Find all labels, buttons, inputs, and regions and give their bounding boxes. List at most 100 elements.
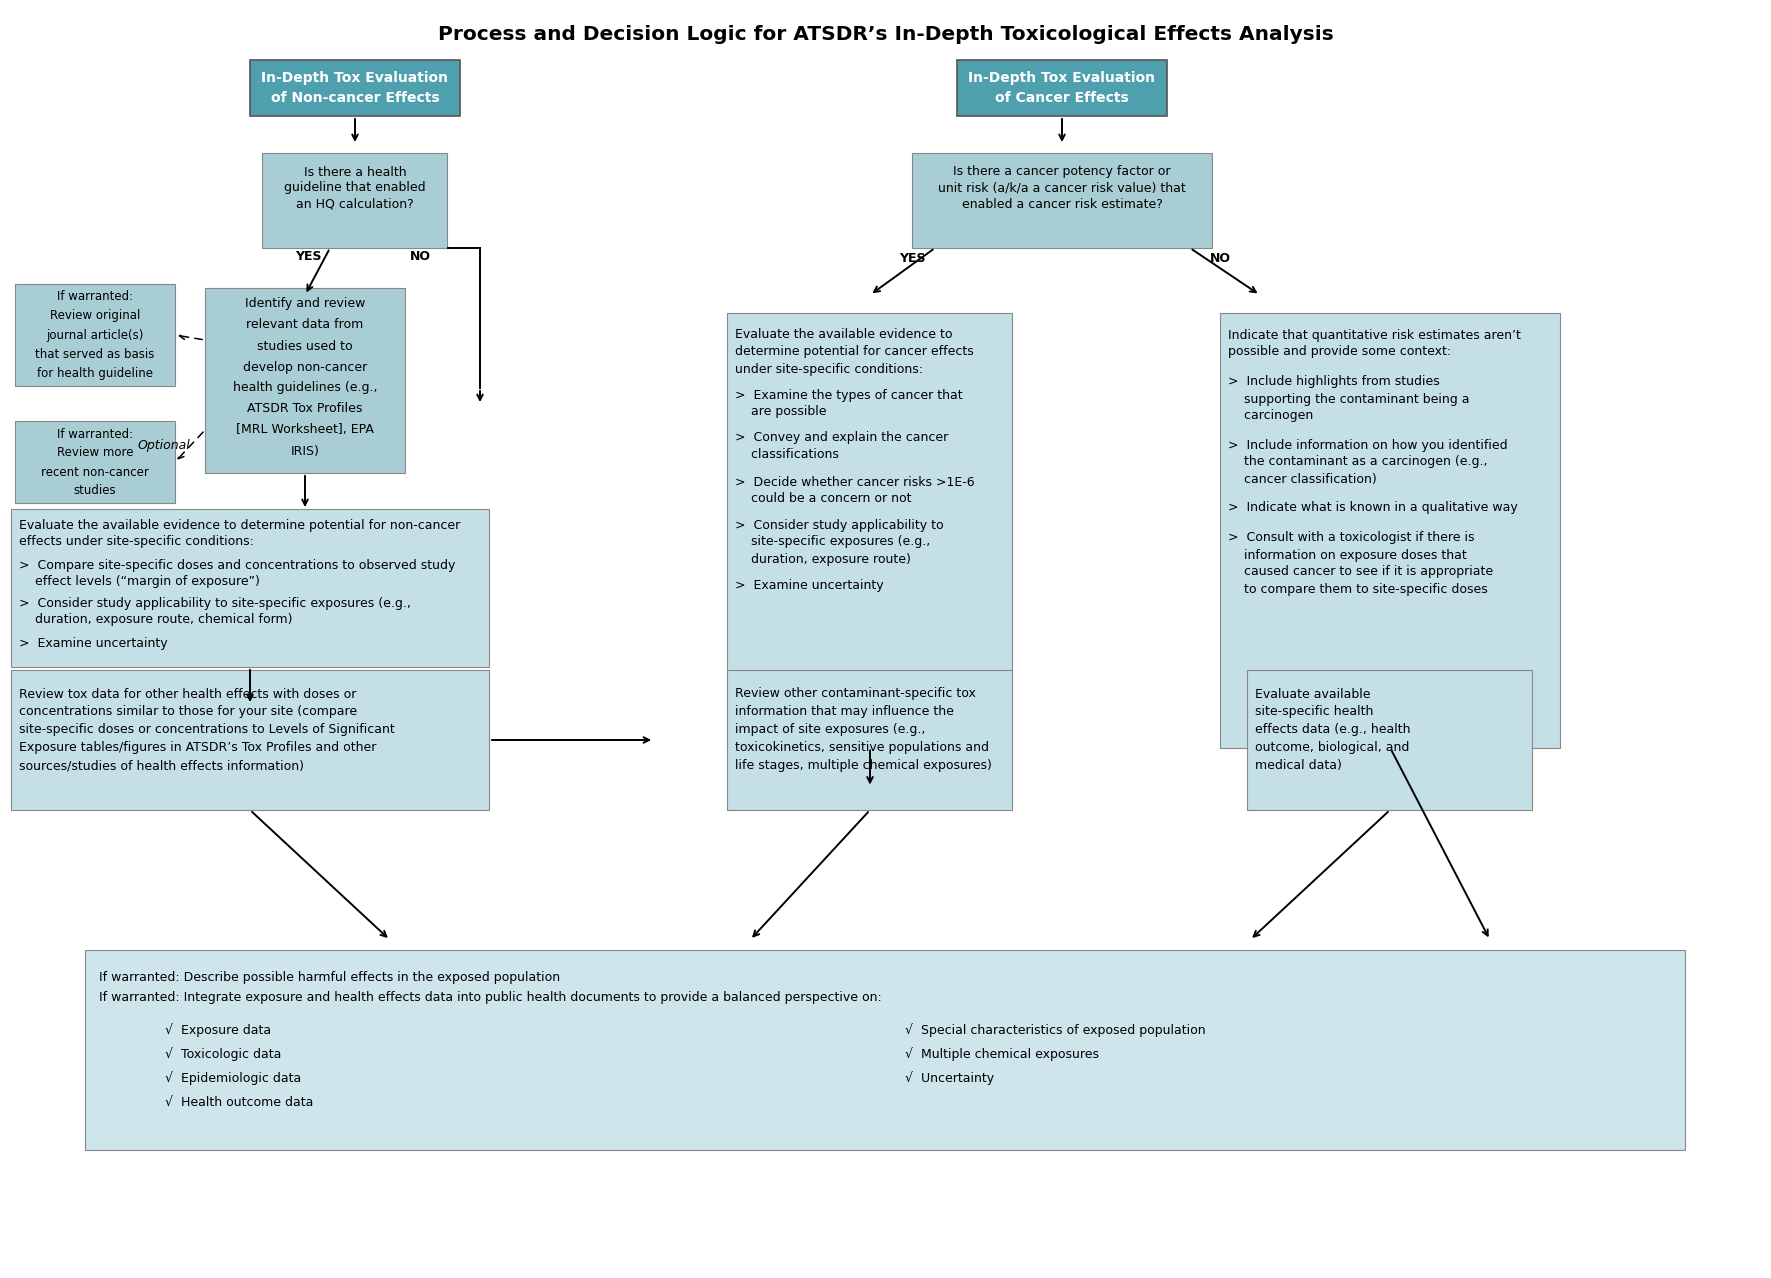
- Text: Identify and review: Identify and review: [244, 298, 365, 311]
- Text: Exposure tables/figures in ATSDR’s Tox Profiles and other: Exposure tables/figures in ATSDR’s Tox P…: [19, 741, 377, 754]
- Text: site-specific health: site-specific health: [1256, 705, 1374, 718]
- FancyBboxPatch shape: [1247, 670, 1532, 810]
- Text: information on exposure doses that: information on exposure doses that: [1227, 548, 1466, 561]
- Text: effects under site-specific conditions:: effects under site-specific conditions:: [19, 535, 253, 548]
- Text: >  Include highlights from studies: > Include highlights from studies: [1227, 376, 1440, 389]
- Text: are possible: are possible: [735, 405, 827, 418]
- FancyBboxPatch shape: [728, 670, 1013, 810]
- Text: cancer classification): cancer classification): [1227, 473, 1376, 486]
- Text: √  Uncertainty: √ Uncertainty: [905, 1071, 994, 1085]
- Text: health guidelines (e.g.,: health guidelines (e.g.,: [232, 382, 377, 395]
- FancyBboxPatch shape: [11, 670, 489, 810]
- Text: >  Examine the types of cancer that: > Examine the types of cancer that: [735, 389, 963, 401]
- FancyBboxPatch shape: [205, 288, 406, 473]
- Text: ATSDR Tox Profiles: ATSDR Tox Profiles: [248, 403, 363, 415]
- FancyBboxPatch shape: [956, 60, 1167, 116]
- Text: >  Decide whether cancer risks >1E-6: > Decide whether cancer risks >1E-6: [735, 475, 976, 488]
- Text: supporting the contaminant being a: supporting the contaminant being a: [1227, 392, 1470, 405]
- Text: site-specific doses or concentrations to Levels of Significant: site-specific doses or concentrations to…: [19, 723, 395, 736]
- Text: enabled a cancer risk estimate?: enabled a cancer risk estimate?: [962, 198, 1162, 211]
- Text: Process and Decision Logic for ATSDR’s In-Depth Toxicological Effects Analysis: Process and Decision Logic for ATSDR’s I…: [437, 26, 1334, 45]
- Text: studies used to: studies used to: [257, 340, 352, 353]
- FancyBboxPatch shape: [728, 313, 1013, 748]
- Text: unit risk (a/k/a a cancer risk value) that: unit risk (a/k/a a cancer risk value) th…: [939, 181, 1187, 194]
- Text: >  Indicate what is known in a qualitative way: > Indicate what is known in a qualitativ…: [1227, 501, 1518, 515]
- Text: √  Health outcome data: √ Health outcome data: [165, 1095, 313, 1108]
- FancyBboxPatch shape: [14, 420, 175, 504]
- Text: If warranted: Integrate exposure and health effects data into public health docu: If warranted: Integrate exposure and hea…: [99, 992, 882, 1005]
- FancyBboxPatch shape: [250, 60, 460, 116]
- Text: Indicate that quantitative risk estimates aren’t: Indicate that quantitative risk estimate…: [1227, 328, 1521, 341]
- Text: Review tox data for other health effects with doses or: Review tox data for other health effects…: [19, 688, 356, 700]
- Text: outcome, biological, and: outcome, biological, and: [1256, 741, 1410, 754]
- Text: [MRL Worksheet], EPA: [MRL Worksheet], EPA: [236, 423, 374, 437]
- Text: √  Epidemiologic data: √ Epidemiologic data: [165, 1071, 301, 1085]
- Text: effect levels (“margin of exposure”): effect levels (“margin of exposure”): [19, 575, 260, 588]
- FancyBboxPatch shape: [85, 950, 1684, 1150]
- Text: Evaluate available: Evaluate available: [1256, 688, 1371, 700]
- Text: toxicokinetics, sensitive populations and: toxicokinetics, sensitive populations an…: [735, 741, 990, 754]
- Text: Is there a cancer potency factor or: Is there a cancer potency factor or: [953, 165, 1171, 179]
- FancyBboxPatch shape: [14, 284, 175, 386]
- Text: √  Exposure data: √ Exposure data: [165, 1024, 271, 1036]
- Text: >  Compare site-specific doses and concentrations to observed study: > Compare site-specific doses and concen…: [19, 558, 455, 571]
- Text: impact of site exposures (e.g.,: impact of site exposures (e.g.,: [735, 723, 926, 736]
- Text: could be a concern or not: could be a concern or not: [735, 492, 912, 506]
- Text: Review original: Review original: [50, 309, 140, 322]
- Text: YES: YES: [898, 252, 924, 265]
- Text: to compare them to site-specific doses: to compare them to site-specific doses: [1227, 583, 1488, 596]
- Text: In-Depth Tox Evaluation: In-Depth Tox Evaluation: [969, 72, 1155, 86]
- Text: the contaminant as a carcinogen (e.g.,: the contaminant as a carcinogen (e.g.,: [1227, 455, 1488, 469]
- Text: >  Examine uncertainty: > Examine uncertainty: [735, 579, 884, 592]
- Text: classifications: classifications: [735, 449, 839, 461]
- Text: Is there a health: Is there a health: [303, 165, 406, 179]
- Text: >  Examine uncertainty: > Examine uncertainty: [19, 636, 168, 649]
- Text: NO: NO: [409, 249, 430, 262]
- Text: information that may influence the: information that may influence the: [735, 705, 955, 718]
- Text: If warranted: Describe possible harmful effects in the exposed population: If warranted: Describe possible harmful …: [99, 971, 560, 984]
- Text: life stages, multiple chemical exposures): life stages, multiple chemical exposures…: [735, 759, 992, 772]
- Text: duration, exposure route): duration, exposure route): [735, 552, 912, 565]
- Text: >  Consider study applicability to site-specific exposures (e.g.,: > Consider study applicability to site-s…: [19, 598, 411, 611]
- Text: √  Multiple chemical exposures: √ Multiple chemical exposures: [905, 1047, 1100, 1061]
- Text: √  Special characteristics of exposed population: √ Special characteristics of exposed pop…: [905, 1024, 1206, 1036]
- Text: duration, exposure route, chemical form): duration, exposure route, chemical form): [19, 613, 292, 626]
- Text: an HQ calculation?: an HQ calculation?: [296, 198, 414, 211]
- FancyBboxPatch shape: [11, 509, 489, 667]
- Text: If warranted:: If warranted:: [57, 290, 133, 303]
- Text: >  Consider study applicability to: > Consider study applicability to: [735, 519, 944, 532]
- Text: studies: studies: [74, 484, 117, 497]
- Text: YES: YES: [294, 249, 321, 262]
- Text: relevant data from: relevant data from: [246, 318, 363, 331]
- Text: caused cancer to see if it is appropriate: caused cancer to see if it is appropriat…: [1227, 565, 1493, 579]
- Text: concentrations similar to those for your site (compare: concentrations similar to those for your…: [19, 705, 358, 718]
- Text: of Non-cancer Effects: of Non-cancer Effects: [271, 91, 439, 105]
- FancyBboxPatch shape: [262, 152, 448, 248]
- Text: medical data): medical data): [1256, 759, 1342, 772]
- Text: >  Include information on how you identified: > Include information on how you identif…: [1227, 438, 1507, 451]
- Text: carcinogen: carcinogen: [1227, 409, 1314, 423]
- Text: Review other contaminant-specific tox: Review other contaminant-specific tox: [735, 688, 976, 700]
- Text: of Cancer Effects: of Cancer Effects: [995, 91, 1128, 105]
- Text: possible and provide some context:: possible and provide some context:: [1227, 345, 1450, 359]
- Text: recent non-cancer: recent non-cancer: [41, 465, 149, 478]
- Text: Review more: Review more: [57, 446, 133, 460]
- Text: under site-specific conditions:: under site-specific conditions:: [735, 363, 923, 376]
- Text: In-Depth Tox Evaluation: In-Depth Tox Evaluation: [262, 72, 448, 86]
- Text: IRIS): IRIS): [290, 445, 319, 458]
- Text: >  Convey and explain the cancer: > Convey and explain the cancer: [735, 432, 949, 445]
- Text: Evaluate the available evidence to: Evaluate the available evidence to: [735, 328, 953, 341]
- Text: √  Toxicologic data: √ Toxicologic data: [165, 1047, 282, 1061]
- Text: develop non-cancer: develop non-cancer: [243, 360, 367, 373]
- Text: >  Consult with a toxicologist if there is: > Consult with a toxicologist if there i…: [1227, 532, 1475, 544]
- Text: effects data (e.g., health: effects data (e.g., health: [1256, 723, 1411, 736]
- FancyBboxPatch shape: [912, 152, 1211, 248]
- Text: sources/studies of health effects information): sources/studies of health effects inform…: [19, 759, 305, 772]
- Text: for health guideline: for health guideline: [37, 367, 152, 380]
- Text: journal article(s): journal article(s): [46, 328, 143, 341]
- Text: that served as basis: that served as basis: [35, 348, 154, 360]
- FancyBboxPatch shape: [1220, 313, 1560, 748]
- Text: Evaluate the available evidence to determine potential for non-cancer: Evaluate the available evidence to deter…: [19, 519, 460, 533]
- Text: NO: NO: [1210, 252, 1231, 265]
- Text: determine potential for cancer effects: determine potential for cancer effects: [735, 345, 974, 359]
